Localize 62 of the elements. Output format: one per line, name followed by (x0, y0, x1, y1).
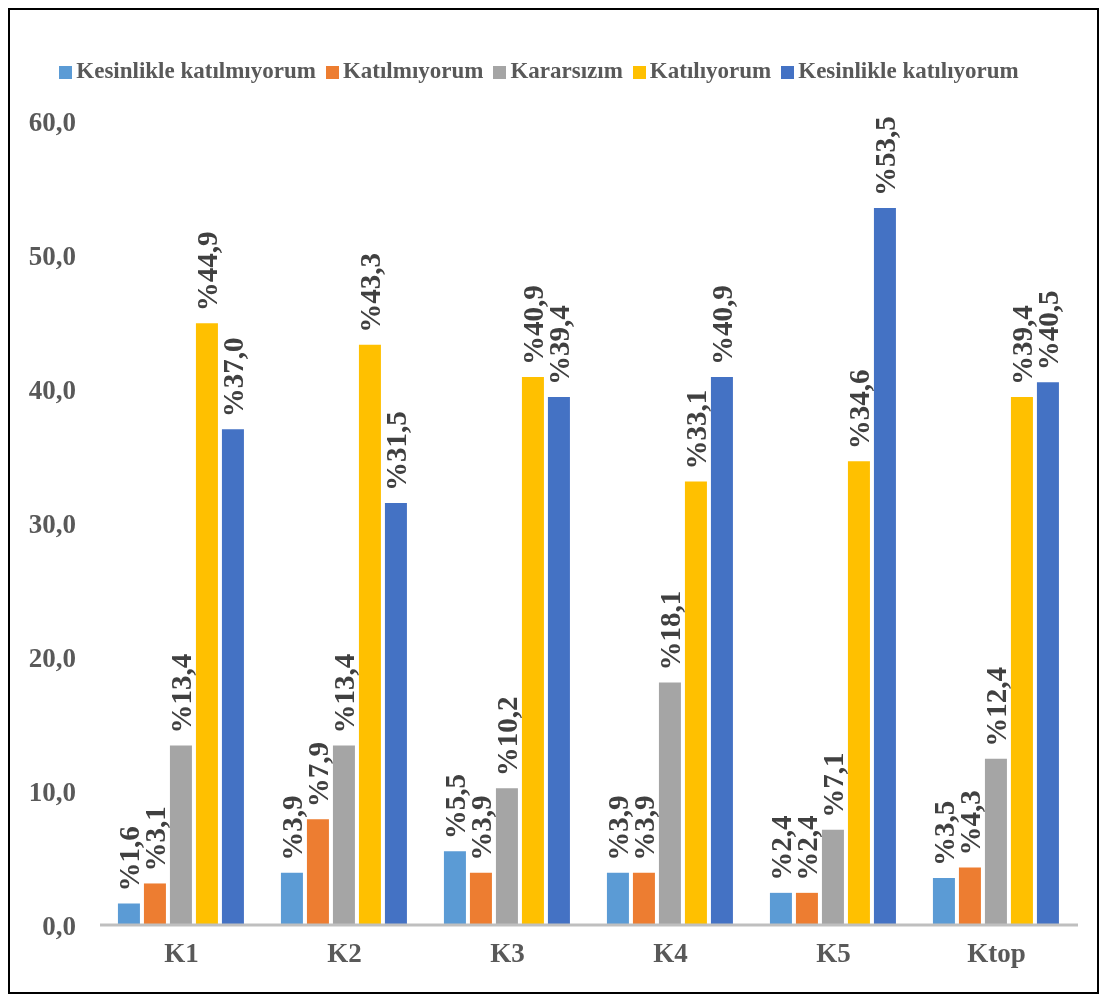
data-label: %37,0 (216, 337, 249, 418)
bar (221, 429, 244, 925)
legend-label: Katılıyorum (649, 58, 772, 83)
bar (143, 883, 166, 925)
data-label: %43,3 (353, 253, 386, 333)
y-tick-label: 30,0 (28, 508, 76, 539)
y-tick-label: 60,0 (28, 106, 76, 137)
data-label: %40,9 (705, 285, 738, 365)
bar (117, 903, 140, 925)
x-tick-label: K5 (816, 938, 851, 969)
y-tick-label: 10,0 (28, 776, 76, 807)
bar (658, 682, 681, 925)
legend-label: Katılmıyorum (342, 58, 484, 83)
x-tick-label: K4 (653, 938, 688, 969)
bar (958, 867, 981, 925)
bar (984, 758, 1007, 925)
data-label: %13,4 (164, 653, 197, 734)
bar (358, 344, 381, 925)
x-tick-label: K2 (327, 938, 362, 969)
bar (1010, 397, 1033, 925)
y-tick-label: 0,0 (42, 910, 76, 941)
bar (847, 461, 870, 925)
x-tick-label: K1 (164, 938, 199, 969)
data-label: %18,1 (653, 590, 686, 671)
y-tick-label: 50,0 (28, 240, 76, 271)
bar (769, 892, 792, 925)
data-label: %34,6 (842, 369, 875, 450)
legend-label: Kesinlikle katılmıyorum (76, 58, 316, 83)
bar (1036, 382, 1059, 925)
y-tick-label: 20,0 (28, 642, 76, 673)
data-label: %31,5 (379, 411, 412, 491)
bar (306, 819, 329, 925)
x-tick-label: Ktop (967, 938, 1026, 969)
x-tick-label: K3 (490, 938, 525, 969)
bar (873, 208, 896, 925)
data-label: %53,5 (868, 116, 901, 197)
bar (332, 745, 355, 925)
bar (280, 872, 303, 925)
bar (547, 397, 570, 925)
bar (469, 872, 492, 925)
legend-label: Kesinlikle katılıyorum (798, 58, 1019, 83)
bar (195, 323, 218, 925)
data-label: %12,4 (979, 667, 1012, 747)
legend-label: Kararsızım (510, 58, 623, 83)
data-label: %10,2 (490, 696, 523, 777)
data-label: %44,9 (190, 231, 223, 312)
data-label: %13,4 (327, 653, 360, 734)
bar (795, 892, 818, 925)
bar (710, 376, 733, 925)
bar (932, 878, 955, 925)
bar (632, 872, 655, 925)
bar (521, 376, 544, 925)
y-tick-label: 40,0 (28, 374, 76, 405)
bar (443, 851, 466, 925)
bar (384, 502, 407, 925)
bar (821, 829, 844, 925)
bar (495, 788, 518, 925)
bar (606, 872, 629, 925)
bar (684, 481, 707, 925)
data-label: %33,1 (679, 389, 712, 470)
bar (169, 745, 192, 925)
data-label: %7,1 (816, 752, 849, 818)
